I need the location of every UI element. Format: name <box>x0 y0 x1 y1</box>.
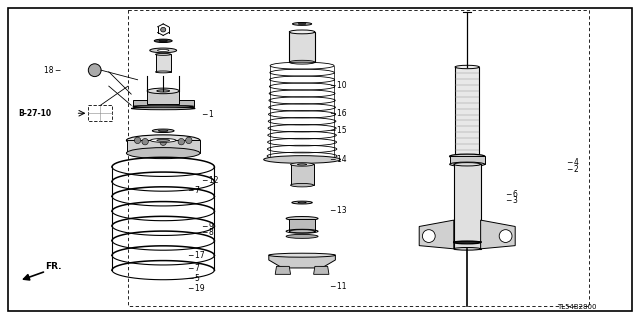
Ellipse shape <box>131 107 195 110</box>
Ellipse shape <box>289 230 315 233</box>
Bar <box>454 164 481 249</box>
Ellipse shape <box>298 164 307 165</box>
Bar <box>156 54 171 72</box>
Text: ─ 7: ─ 7 <box>188 264 200 273</box>
Ellipse shape <box>157 49 169 51</box>
Ellipse shape <box>126 148 200 159</box>
Ellipse shape <box>289 30 315 34</box>
Ellipse shape <box>289 60 315 64</box>
Text: TL54B2800: TL54B2800 <box>557 304 596 310</box>
Circle shape <box>142 138 148 145</box>
Text: ─ 2: ─ 2 <box>567 165 579 174</box>
Ellipse shape <box>298 23 306 25</box>
Ellipse shape <box>161 27 166 32</box>
Polygon shape <box>275 266 291 274</box>
Text: ─ 9: ─ 9 <box>202 222 214 231</box>
Text: ─ 11: ─ 11 <box>330 282 347 291</box>
Circle shape <box>178 138 184 145</box>
Ellipse shape <box>158 130 168 131</box>
Ellipse shape <box>269 253 335 257</box>
Bar <box>455 67 479 156</box>
Ellipse shape <box>154 39 172 42</box>
Circle shape <box>134 137 141 144</box>
Ellipse shape <box>286 234 318 238</box>
Ellipse shape <box>150 138 176 142</box>
Ellipse shape <box>156 71 171 73</box>
Ellipse shape <box>292 23 312 26</box>
Ellipse shape <box>298 202 307 203</box>
Polygon shape <box>314 266 329 274</box>
Ellipse shape <box>150 48 177 53</box>
Ellipse shape <box>454 248 481 250</box>
Ellipse shape <box>147 88 179 94</box>
Ellipse shape <box>454 163 481 166</box>
Ellipse shape <box>157 139 170 141</box>
Polygon shape <box>419 220 454 249</box>
Bar <box>289 32 315 62</box>
Text: ─ 14: ─ 14 <box>330 155 347 164</box>
Ellipse shape <box>156 54 171 56</box>
Circle shape <box>422 230 435 242</box>
Ellipse shape <box>286 217 318 220</box>
Text: ─ 6: ─ 6 <box>506 190 518 199</box>
Text: ─ 10: ─ 10 <box>330 81 347 90</box>
Ellipse shape <box>291 183 314 187</box>
Ellipse shape <box>159 40 168 41</box>
Ellipse shape <box>157 90 170 92</box>
Circle shape <box>186 137 192 144</box>
Bar <box>450 156 485 164</box>
Polygon shape <box>269 255 335 268</box>
Text: ─ 19: ─ 19 <box>188 284 205 293</box>
Bar <box>289 219 315 231</box>
Text: ─ 5: ─ 5 <box>188 274 200 283</box>
Text: FR.: FR. <box>45 262 61 271</box>
Ellipse shape <box>291 163 314 166</box>
Circle shape <box>499 230 512 242</box>
Bar <box>133 100 194 107</box>
Text: ─ 1: ─ 1 <box>202 110 214 119</box>
Text: ─ 15: ─ 15 <box>330 126 347 135</box>
Ellipse shape <box>449 154 485 159</box>
Ellipse shape <box>455 65 479 69</box>
Ellipse shape <box>152 129 174 132</box>
Text: ─ 3: ─ 3 <box>506 197 518 205</box>
Ellipse shape <box>449 162 485 167</box>
Bar <box>291 165 314 185</box>
Bar <box>127 140 200 153</box>
Text: ─ 7: ─ 7 <box>188 186 200 195</box>
Ellipse shape <box>126 135 200 146</box>
Circle shape <box>160 139 166 145</box>
Text: ─ 12: ─ 12 <box>202 176 219 185</box>
Text: B-27-10: B-27-10 <box>18 109 51 118</box>
Ellipse shape <box>264 156 340 163</box>
Text: ─ 4: ─ 4 <box>567 158 579 167</box>
Ellipse shape <box>292 201 312 204</box>
Bar <box>88 105 112 121</box>
Ellipse shape <box>133 105 194 107</box>
Text: ─ 8: ─ 8 <box>202 228 214 237</box>
Circle shape <box>88 64 101 77</box>
Text: ─ 17: ─ 17 <box>188 251 205 260</box>
Bar <box>147 91 179 104</box>
Text: ─ 13: ─ 13 <box>330 206 347 215</box>
Polygon shape <box>481 220 515 249</box>
Bar <box>128 10 589 306</box>
Text: 18 ─: 18 ─ <box>44 66 60 75</box>
Text: ─ 16: ─ 16 <box>330 109 347 118</box>
